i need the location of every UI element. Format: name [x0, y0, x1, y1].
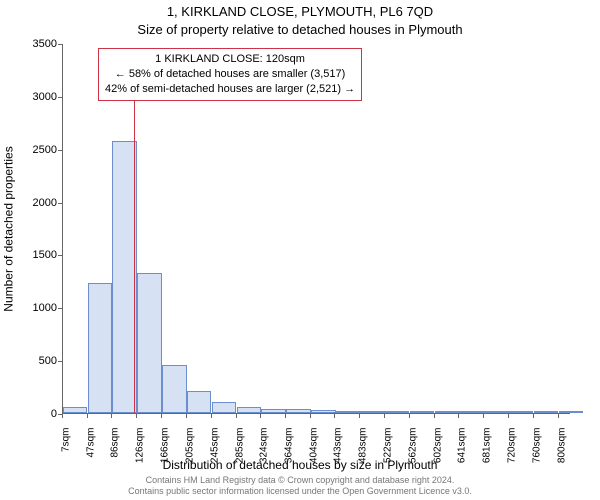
x-tick-mark — [161, 414, 162, 418]
x-tick-mark — [533, 414, 534, 418]
histogram-bar — [360, 411, 384, 413]
chart-container: 1, KIRKLAND CLOSE, PLYMOUTH, PL6 7QD Siz… — [0, 0, 600, 500]
histogram-bar — [137, 273, 161, 413]
histogram-bar — [286, 409, 310, 413]
y-axis-label-text: Number of detached properties — [2, 146, 16, 311]
y-tick-label: 2500 — [21, 144, 57, 156]
x-tick-mark — [260, 414, 261, 418]
histogram-bar — [435, 411, 459, 413]
info-box-line2: ← 58% of detached houses are smaller (3,… — [105, 67, 355, 82]
info-box: 1 KIRKLAND CLOSE: 120sqm ← 58% of detach… — [98, 48, 362, 101]
x-tick-mark — [483, 414, 484, 418]
x-tick-mark — [434, 414, 435, 418]
histogram-bar — [385, 411, 409, 413]
x-tick-mark — [409, 414, 410, 418]
histogram-bar — [212, 402, 236, 413]
info-box-line1: 1 KIRKLAND CLOSE: 120sqm — [105, 52, 355, 67]
info-box-line3: 42% of semi-detached houses are larger (… — [105, 82, 355, 97]
x-tick-mark — [186, 414, 187, 418]
histogram-bar — [63, 407, 87, 413]
y-tick-label: 1500 — [21, 249, 57, 261]
x-tick-mark — [62, 414, 63, 418]
y-tick-label: 0 — [21, 408, 57, 420]
histogram-bar — [311, 410, 335, 413]
footer-line2: Contains public sector information licen… — [0, 486, 600, 497]
x-tick-mark — [458, 414, 459, 418]
x-tick-mark — [87, 414, 88, 418]
x-tick-mark — [359, 414, 360, 418]
histogram-bar — [88, 283, 112, 413]
histogram-bar — [509, 411, 533, 413]
x-tick-mark — [285, 414, 286, 418]
y-tick-label: 2000 — [21, 197, 57, 209]
page-title-line1: 1, KIRKLAND CLOSE, PLYMOUTH, PL6 7QD — [0, 4, 600, 19]
histogram-bar — [261, 409, 285, 413]
histogram-bar — [237, 407, 261, 413]
histogram-bar — [162, 365, 186, 413]
y-tick-label: 3000 — [21, 91, 57, 103]
page-title-line2: Size of property relative to detached ho… — [0, 22, 600, 37]
y-tick-label: 1000 — [21, 302, 57, 314]
histogram-bar — [484, 411, 508, 413]
y-tick-label: 500 — [21, 355, 57, 367]
x-tick-mark — [310, 414, 311, 418]
x-tick-mark — [111, 414, 112, 418]
x-tick-mark — [508, 414, 509, 418]
x-tick-mark — [334, 414, 335, 418]
x-tick-mark — [211, 414, 212, 418]
footer-line1: Contains HM Land Registry data © Crown c… — [0, 475, 600, 486]
x-axis-label: Distribution of detached houses by size … — [0, 458, 600, 472]
histogram-bar — [187, 391, 211, 413]
histogram-bar — [459, 411, 483, 413]
marker-line — [134, 85, 135, 413]
y-tick-label: 3500 — [21, 38, 57, 50]
x-tick-mark — [558, 414, 559, 418]
histogram-bar — [410, 411, 434, 413]
x-tick-mark — [384, 414, 385, 418]
histogram-bar — [534, 411, 558, 413]
x-tick-mark — [236, 414, 237, 418]
x-tick-mark — [136, 414, 137, 418]
histogram-bar — [335, 411, 359, 413]
footer: Contains HM Land Registry data © Crown c… — [0, 475, 600, 498]
histogram-bar — [559, 411, 583, 413]
y-axis-label: Number of detached properties — [2, 44, 16, 414]
